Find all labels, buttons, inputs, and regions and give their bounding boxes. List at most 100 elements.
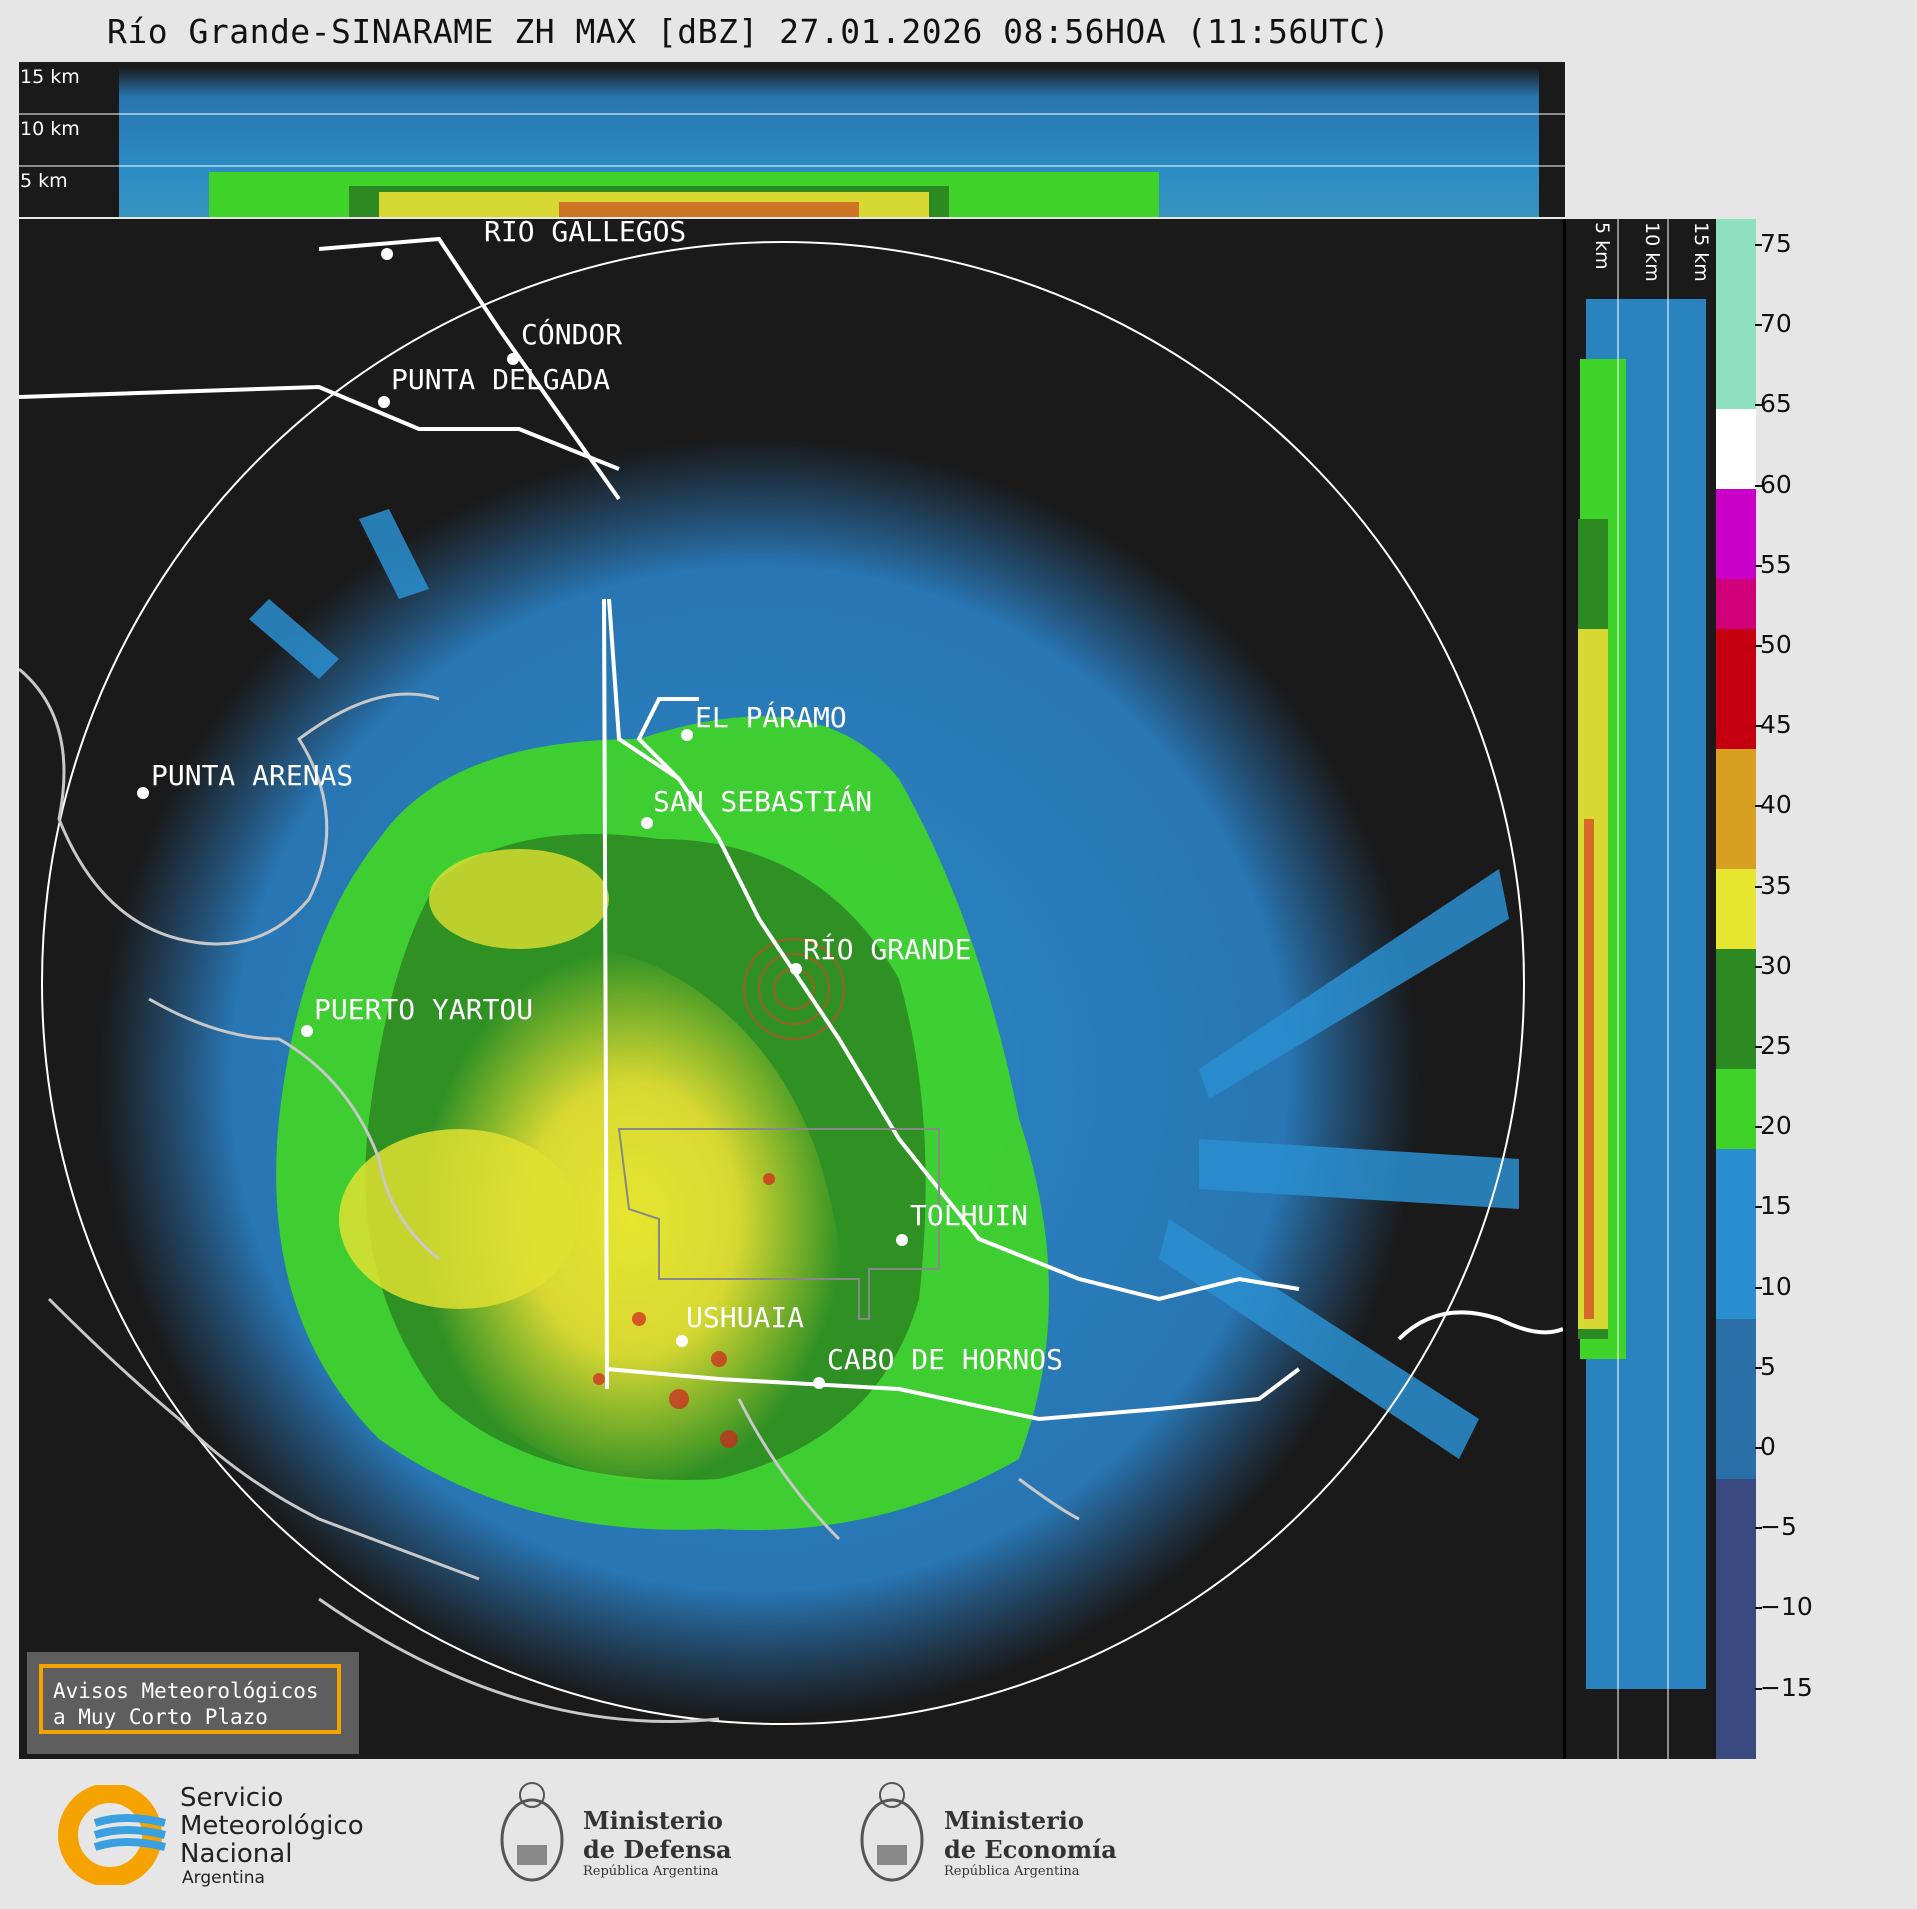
top-alt-label-15: 15 km xyxy=(20,66,80,88)
colorbar-tick-label: 30 xyxy=(1760,950,1792,980)
dot-puerto-yartou xyxy=(301,1025,313,1037)
right-cross-section-panel xyxy=(1566,219,1716,1759)
city-dots xyxy=(137,248,908,1389)
label-puerto-yartou: PUERTO YARTOU xyxy=(314,993,533,1026)
smn-line-1: Servicio xyxy=(180,1783,284,1813)
colorbar-tick-label: 20 xyxy=(1760,1111,1792,1141)
dot-tolhuin xyxy=(896,1234,908,1246)
label-rio-grande: RÍO GRANDE xyxy=(803,932,972,966)
label-tolhuin: TOLHUIN xyxy=(910,1199,1028,1232)
right-cross-section-svg xyxy=(1578,219,1706,1759)
warning-line-2: a Muy Corto Plazo xyxy=(53,1705,268,1729)
smn-line-3: Nacional xyxy=(180,1839,293,1869)
colorbar-svg xyxy=(1716,219,1756,1759)
label-rio-gallegos: RÍO GALLEGOS xyxy=(484,219,686,248)
colorbar-tickmark xyxy=(1755,1687,1762,1690)
colorbar-tick-label: −10 xyxy=(1760,1592,1813,1622)
defensa-line-2: de Defensa xyxy=(583,1835,732,1864)
colorbar-tick-label: 55 xyxy=(1760,549,1792,579)
economia-line-1: Ministerio xyxy=(944,1806,1084,1835)
colorbar-tick-label: 50 xyxy=(1760,630,1792,659)
dot-rio-grande xyxy=(790,963,802,975)
smn-logo-icon xyxy=(58,1785,166,1885)
colorbar-tickmark xyxy=(1755,1366,1762,1369)
label-cabo-de-hornos: CABO DE HORNOS xyxy=(827,1343,1063,1376)
top-alt-label-10: 10 km xyxy=(20,118,80,140)
right-echo-red xyxy=(1584,819,1594,1319)
colorbar-tickmark xyxy=(1755,885,1762,888)
top-cross-section-svg xyxy=(19,67,1565,217)
right-alt-label-15: 15 km xyxy=(1690,222,1712,282)
colorbar-tick-label: 25 xyxy=(1760,1031,1792,1060)
economia-logo-text: Ministerio de Economía República Argenti… xyxy=(944,1806,1117,1879)
top-echo-red xyxy=(559,202,859,217)
colorbar-tickmark xyxy=(1755,484,1762,487)
colorbar-tickmark xyxy=(1755,1607,1762,1610)
colorbar-tickmark xyxy=(1755,1527,1762,1530)
defensa-line-1: Ministerio xyxy=(583,1806,723,1835)
colorbar-tickmark xyxy=(1755,1206,1762,1209)
warning-line-1: Avisos Meteorológicos xyxy=(53,1679,319,1703)
colorbar-tick-label: 70 xyxy=(1760,309,1792,339)
colorbar-tickmark xyxy=(1755,324,1762,327)
colorbar xyxy=(1716,219,1756,1759)
radar-map-panel: RÍO GALLEGOS CÓNDOR PUNTA DELGADA EL PÁR… xyxy=(18,214,1566,1759)
colorbar-tickmark xyxy=(1755,404,1762,407)
colorbar-tick-label: 40 xyxy=(1760,790,1792,820)
label-punta-arenas: PUNTA ARENAS xyxy=(151,759,353,792)
colorbar-tickmark xyxy=(1755,1046,1762,1048)
colorbar-tick-label: −15 xyxy=(1760,1672,1813,1702)
colorbar-tick-label: 5 xyxy=(1760,1351,1776,1381)
label-el-paramo: EL PÁRAMO xyxy=(695,700,847,734)
echo-yellow-west xyxy=(339,1129,579,1309)
right-alt-label-5: 5 km xyxy=(1591,222,1613,270)
dot-ushuaia xyxy=(676,1335,688,1347)
region-polygon xyxy=(617,1128,940,1320)
page-title: Río Grande-SINARAME ZH MAX [dBZ] 27.01.2… xyxy=(107,12,1391,51)
echo-yellow-field xyxy=(419,949,844,1488)
colorbar-tickmark xyxy=(1755,244,1762,246)
dot-punta-delgada xyxy=(378,396,390,408)
label-ushuaia: USHUAIA xyxy=(686,1301,804,1334)
colorbar-tickmark xyxy=(1755,564,1762,567)
colorbar-tick-label: 65 xyxy=(1760,389,1792,419)
dot-cabo-de-hornos xyxy=(813,1377,825,1389)
colorbar-tickmark xyxy=(1755,805,1762,808)
warning-box: Avisos Meteorológicos a Muy Corto Plazo xyxy=(27,1652,359,1754)
smn-line-4: Argentina xyxy=(182,1868,265,1888)
colorbar-tick-label: 75 xyxy=(1760,229,1792,258)
dot-rio-gallegos xyxy=(381,248,393,260)
borders xyxy=(18,236,1564,1422)
top-cross-section-panel xyxy=(19,62,1565,217)
colorbar-tick-label: 45 xyxy=(1760,710,1792,740)
label-punta-delgada: PUNTA DELGADA xyxy=(391,363,610,396)
smn-logo-text: Servicio Meteorológico Nacional Argentin… xyxy=(180,1784,364,1888)
colorbar-tickmark xyxy=(1755,1447,1762,1449)
colorbar-tickmark xyxy=(1755,1126,1762,1129)
colorbar-tickmark xyxy=(1755,1286,1762,1289)
colorbar-tick-label: 60 xyxy=(1760,469,1792,499)
label-san-sebastian: SAN SEBASTIÁN xyxy=(653,784,872,818)
dot-punta-arenas xyxy=(137,787,149,799)
label-condor: CÓNDOR xyxy=(521,317,622,351)
smn-line-2: Meteorológico xyxy=(180,1811,364,1841)
defensa-logo-text: Ministerio de Defensa República Argentin… xyxy=(583,1806,732,1879)
defensa-seal-icon xyxy=(500,1782,564,1882)
colorbar-tick-label: 10 xyxy=(1760,1271,1792,1301)
dot-san-sebastian xyxy=(641,817,653,829)
radar-map-svg: RÍO GALLEGOS CÓNDOR PUNTA DELGADA EL PÁR… xyxy=(18,214,1564,1725)
dot-condor xyxy=(507,353,519,365)
coastlines xyxy=(18,667,1080,1723)
colorbar-tickmark xyxy=(1755,965,1762,968)
colorbar-tick-label: 15 xyxy=(1760,1191,1792,1221)
defensa-line-3: República Argentina xyxy=(583,1864,719,1879)
colorbar-tick-label: 0 xyxy=(1760,1432,1776,1461)
economia-seal-icon xyxy=(860,1782,924,1882)
colorbar-tick-label: 35 xyxy=(1760,870,1792,900)
echo-yellow-nw xyxy=(429,849,609,949)
dot-el-paramo xyxy=(681,729,693,741)
economia-line-2: de Economía xyxy=(944,1835,1117,1864)
echo-red-spots xyxy=(593,1173,775,1448)
economia-line-3: República Argentina xyxy=(944,1864,1080,1879)
right-alt-label-10: 10 km xyxy=(1641,222,1663,282)
